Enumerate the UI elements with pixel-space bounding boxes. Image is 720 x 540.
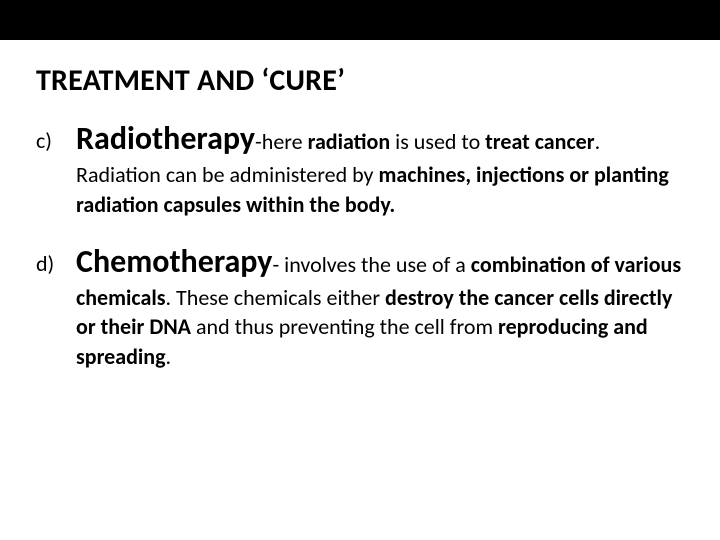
text-segment: here	[262, 128, 308, 155]
text-segment: involves the use of a	[284, 251, 471, 278]
list-item: c) Radiotherapy-here radiation is used t…	[36, 117, 684, 220]
slide-title: TREATMENT AND ‘CURE’	[36, 62, 684, 99]
term: Chemotherapy	[76, 242, 272, 281]
term-separator: -	[272, 251, 284, 278]
top-black-bar	[0, 0, 720, 40]
text-segment: .	[166, 343, 172, 370]
text-segment: . These chemicals either	[166, 284, 386, 311]
term-separator: -	[255, 128, 262, 155]
text-segment: radiation	[308, 128, 391, 155]
text-segment: is used to	[390, 128, 485, 155]
slide-content: TREATMENT AND ‘CURE’ c) Radiotherapy-her…	[0, 40, 720, 412]
list-marker: d)	[36, 240, 76, 279]
list-item-body: Radiotherapy-here radiation is used to t…	[76, 117, 684, 220]
text-segment: treat cancer	[485, 128, 594, 155]
text-segment: and thus preventing the cell from	[191, 313, 498, 340]
list-item: d) Chemotherapy- involves the use of a c…	[36, 240, 684, 372]
list-marker: c)	[36, 117, 76, 156]
list-item-body: Chemotherapy- involves the use of a comb…	[76, 240, 684, 372]
term: Radiotherapy	[76, 119, 255, 158]
definition-list: c) Radiotherapy-here radiation is used t…	[36, 117, 684, 372]
